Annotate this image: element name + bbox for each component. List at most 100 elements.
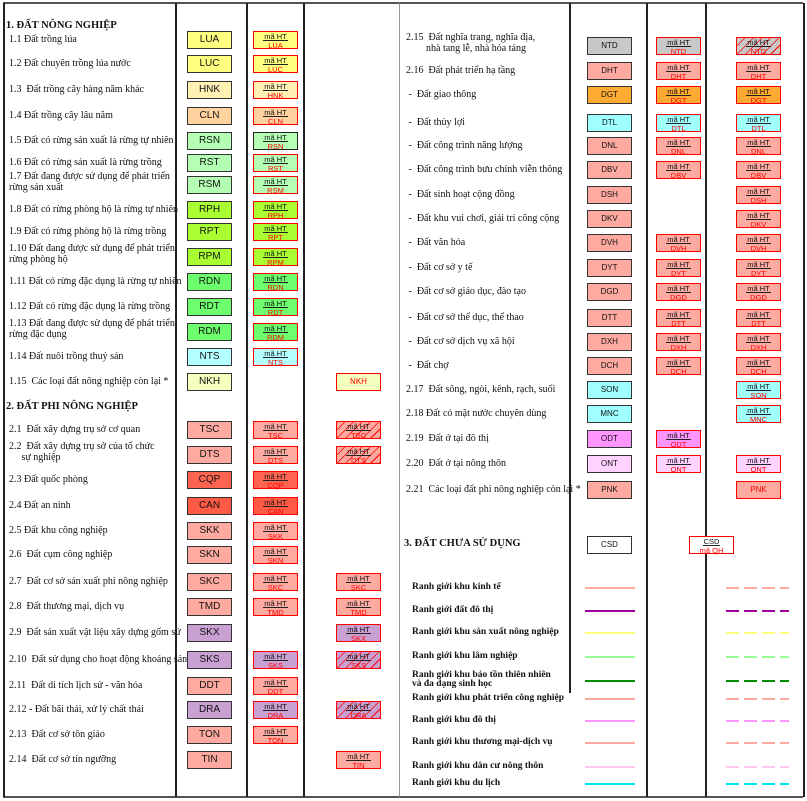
code-label: SKX xyxy=(350,634,366,643)
boundary-line-solid-7 xyxy=(585,742,635,744)
legend-swatch-luc: LUC xyxy=(187,55,232,73)
legend-swatch-dkv: DKV xyxy=(587,210,632,228)
legend-swatch-pnk-planned: PNK xyxy=(736,481,781,499)
legend-swatch-mnc-planned: mã HT MNC xyxy=(736,405,781,423)
ht-label: mã HT xyxy=(666,63,691,72)
legend-swatch-dra-planned: mã HT DRA xyxy=(336,701,381,719)
legend-label-pnk: 2.21 Các loại đất phi nông nghiệp còn lạ… xyxy=(406,484,581,495)
legend-swatch-ddt: DDT xyxy=(187,677,232,695)
ht-label: mã HT xyxy=(263,652,288,661)
code-label: MNC xyxy=(749,415,768,424)
legend-label-skx: 2.9 Đất sản xuất vật liệu xây dựng gốm s… xyxy=(9,627,181,638)
legend-swatch-dgt: DGT xyxy=(587,86,632,104)
boundary-line-solid-2 xyxy=(585,632,635,634)
ht-label: mã HT xyxy=(666,260,691,269)
section-title-agriculture: 1. ĐẤT NÔNG NGHIỆP xyxy=(6,20,117,31)
legend-swatch-dyt-current: mã HT DYT xyxy=(656,259,701,277)
ht-label: mã HT xyxy=(263,422,288,431)
legend-swatch-rdn: RDN xyxy=(187,273,232,291)
legend-swatch-luc-current: mã HT LUC xyxy=(253,55,298,73)
ht-label: mã HT xyxy=(263,32,288,41)
legend-swatch-tsc-planned: mã HT TSC xyxy=(336,421,381,439)
ht-label: mã HT xyxy=(746,284,771,293)
ht-label: mã HT xyxy=(263,547,288,556)
legend-label-dvh: - Đất văn hóa xyxy=(406,237,466,248)
legend-swatch-cln: CLN xyxy=(187,107,232,125)
ht-label: mã HT xyxy=(263,155,288,164)
legend-label-rsm: 1.7 Đất đang được sử dụng để phát triển … xyxy=(9,171,170,193)
legend-label-hnk: 1.3 Đất trồng cây hàng năm khác xyxy=(9,84,144,95)
legend-swatch-rst: RST xyxy=(187,154,232,172)
legend-swatch-dts: DTS xyxy=(187,446,232,464)
code-label: DGT xyxy=(670,96,687,105)
ht-label: mã HT xyxy=(666,456,691,465)
column-divider xyxy=(3,3,5,797)
legend-swatch-cqp: CQP xyxy=(187,471,232,489)
legend-swatch-dbv: DBV xyxy=(587,161,632,179)
legend-swatch-dbv-planned: mã HT DBV xyxy=(736,161,781,179)
ht-label: mã HT xyxy=(263,498,288,507)
ht-label: mã HT xyxy=(346,447,371,456)
code-label: DTT xyxy=(671,319,686,328)
code-label: RDN xyxy=(267,283,284,292)
boundary-line-dashed-7 xyxy=(726,742,789,744)
boundary-label-2: Ranh giới khu sản xuất nông nghiệp xyxy=(412,627,559,637)
ht-label: mã HT xyxy=(263,574,288,583)
ht-label: mã HT xyxy=(666,138,691,147)
ht-label: mã HT xyxy=(263,599,288,608)
code-label: CAN xyxy=(267,507,284,516)
legend-label-dgd: - Đất cơ sở giáo dục, đào tạo xyxy=(406,286,527,297)
boundary-line-dashed-0 xyxy=(726,587,789,589)
legend-swatch-odt-current: mã HT ODT xyxy=(656,430,701,448)
legend-swatch-rsm-current: mã HT RSM xyxy=(253,176,298,194)
boundary-line-solid-3 xyxy=(585,656,635,658)
legend-swatch-ont-current: mã HT ONT xyxy=(656,455,701,473)
legend-swatch-dts-current: mã HT DTS xyxy=(253,446,298,464)
legend-swatch-dht-current: mã HT DHT xyxy=(656,62,701,80)
ht-label: mã HT xyxy=(666,162,691,171)
legend-swatch-tsc: TSC xyxy=(187,421,232,439)
legend-swatch-skk: SKK xyxy=(187,522,232,540)
legend-swatch-rdn-current: mã HT RDN xyxy=(253,273,298,291)
bottom-border xyxy=(3,796,803,798)
legend-label-luc: 1.2 Đất chuyên trồng lúa nước xyxy=(9,58,131,69)
legend-swatch-dnl-planned: mã HT DNL xyxy=(736,137,781,155)
legend-label-skn: 2.6 Đất cụm công nghiệp xyxy=(9,549,113,560)
code-label: NTS xyxy=(268,358,283,367)
ht-label: mã HT xyxy=(746,334,771,343)
legend-swatch-cln-current: mã HT CLN xyxy=(253,107,298,125)
ht-label: mã HT xyxy=(746,138,771,147)
ht-label: mã HT xyxy=(263,702,288,711)
legend-swatch-dtt: DTT xyxy=(587,309,632,327)
legend-label-skc: 2.7 Đất cơ sở sản xuất phi nông nghiệp xyxy=(9,576,168,587)
code-label: RSM xyxy=(267,186,284,195)
legend-swatch-ntd: NTD xyxy=(587,37,632,55)
ht-label: mã HT xyxy=(263,447,288,456)
legend-swatch-rpm: RPM xyxy=(187,248,232,266)
legend-label-tmd: 2.8 Đất thương mại, dịch vụ xyxy=(9,601,125,612)
legend-label-son: 2.17 Đất sông, ngòi, kênh, rạch, suối xyxy=(406,384,556,395)
legend-swatch-dra: DRA xyxy=(187,701,232,719)
legend-swatch-ntd-planned: mã HT NTD xyxy=(736,37,781,55)
legend-swatch-tmd-planned: mã HT TMD xyxy=(336,598,381,616)
legend-swatch-dch-current: mã HT DCH xyxy=(656,357,701,375)
ht-label: mã HT xyxy=(346,599,371,608)
legend-label-rph: 1.8 Đất có rừng phòng hộ là rừng tự nhiê… xyxy=(9,204,179,215)
code-label: DDT xyxy=(267,687,284,696)
legend-swatch-dbv-current: mã HT DBV xyxy=(656,161,701,179)
legend-swatch-nkh: NKH xyxy=(187,373,232,391)
ht-label: mã HT xyxy=(263,249,288,258)
legend-label-rdt: 1.12 Đất có rừng đặc dụng là rừng trồng xyxy=(9,301,171,312)
code-label: DNL xyxy=(670,147,686,156)
section-title-non-agriculture: 2. ĐẤT PHI NÔNG NGHIỆP xyxy=(6,401,138,412)
legend-swatch-sks: SKS xyxy=(187,651,232,669)
code-label: TSC xyxy=(351,431,366,440)
boundary-line-dashed-3 xyxy=(726,656,789,658)
ht-label: mã HT xyxy=(666,310,691,319)
legend-swatch-rsn: RSN xyxy=(187,132,232,150)
ht-label: mã HT xyxy=(746,115,771,124)
ht-label: mã HT xyxy=(746,406,771,415)
column-divider xyxy=(569,3,571,693)
legend-swatch-ont-planned: mã HT ONT xyxy=(736,455,781,473)
